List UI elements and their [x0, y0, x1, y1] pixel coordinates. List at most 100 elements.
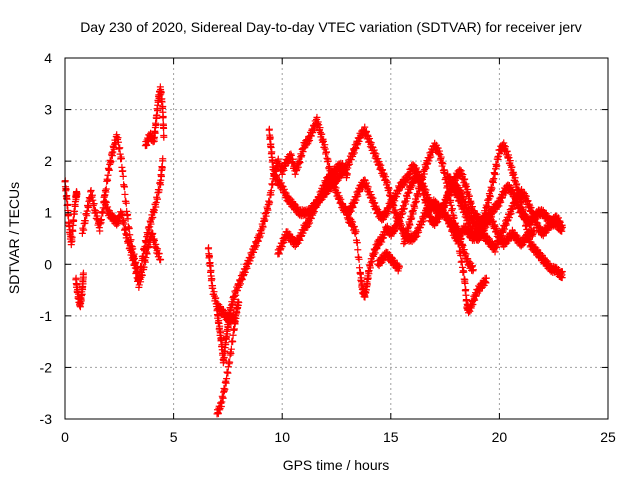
data-point	[157, 173, 165, 181]
data-point	[412, 197, 420, 205]
data-point	[219, 394, 227, 402]
y-tick-label: 4	[44, 50, 52, 66]
data-point	[160, 133, 168, 141]
y-tick-label: -1	[40, 308, 53, 324]
y-tick-label: -3	[40, 411, 53, 427]
data-point	[222, 340, 230, 348]
data-point	[96, 227, 104, 235]
axis-ticks: 0 5 10 15 20 25 -3 -2 -1 0 1 2 3 4	[40, 50, 616, 445]
data-point	[319, 137, 327, 145]
data-point	[354, 246, 362, 254]
series-s15	[443, 170, 564, 256]
data-point	[229, 331, 237, 339]
series-s12	[374, 248, 403, 275]
data-point	[150, 206, 158, 214]
data-point	[445, 192, 453, 200]
data-point	[149, 213, 157, 221]
data-point	[401, 238, 409, 246]
data-point	[97, 216, 105, 224]
data-point	[121, 183, 129, 191]
data-point	[510, 170, 518, 178]
data-point	[519, 206, 527, 214]
data-point	[79, 269, 87, 277]
data-point	[227, 345, 235, 353]
x-tick-label: 5	[170, 429, 178, 445]
data-point	[357, 270, 365, 278]
data-point	[223, 375, 231, 383]
data-point	[159, 113, 167, 121]
data-point	[150, 237, 158, 245]
data-point	[125, 239, 133, 247]
data-point	[128, 248, 136, 256]
data-point	[145, 242, 153, 250]
data-point	[69, 227, 77, 235]
data-point	[461, 279, 469, 287]
data-point	[390, 202, 398, 210]
data-point	[68, 233, 76, 241]
data-point	[524, 229, 532, 237]
data-point	[84, 203, 92, 211]
data-point	[157, 255, 165, 263]
data-point	[67, 232, 75, 240]
data-point	[70, 217, 78, 225]
data-point	[87, 186, 95, 194]
data-point	[521, 216, 529, 224]
data-point	[229, 338, 237, 346]
data-point	[102, 199, 110, 207]
data-point	[224, 369, 232, 377]
data-point	[439, 160, 447, 168]
data-point	[353, 239, 361, 247]
data-point	[105, 166, 113, 174]
y-tick-label: -2	[40, 359, 53, 375]
y-axis-label: SDTVAR / TECUs	[6, 182, 22, 294]
data-point	[450, 214, 458, 222]
data-point	[71, 207, 79, 215]
data-point	[155, 186, 163, 194]
series-s3	[78, 131, 167, 283]
data-point	[81, 217, 89, 225]
data-point	[364, 274, 372, 282]
data-point	[229, 300, 237, 308]
data-point	[62, 186, 70, 194]
data-point	[385, 185, 393, 193]
data-point	[460, 268, 468, 276]
data-point	[209, 284, 217, 292]
data-point	[73, 281, 81, 289]
plot-frame	[64, 57, 609, 420]
data-point	[123, 231, 131, 239]
data-point	[419, 173, 427, 181]
series-s8	[204, 244, 238, 327]
data-point	[298, 152, 306, 160]
data-point	[80, 226, 88, 234]
data-point	[114, 138, 122, 146]
data-point	[119, 172, 127, 180]
data-point	[230, 325, 238, 333]
data-point	[138, 271, 146, 279]
data-point	[121, 190, 129, 198]
data-point	[226, 358, 234, 366]
data-point	[122, 199, 130, 207]
data-point	[459, 242, 467, 250]
series-s4	[100, 192, 165, 291]
data-point	[422, 198, 430, 206]
data-point	[205, 253, 213, 261]
data-point	[408, 214, 416, 222]
data-point	[116, 144, 124, 152]
x-axis-label: GPS time / hours	[283, 457, 390, 473]
data-point	[265, 125, 273, 133]
series-s5	[141, 83, 168, 150]
series-s14	[443, 139, 566, 282]
data-point	[313, 113, 321, 121]
x-tick-label: 10	[274, 429, 290, 445]
data-point	[133, 268, 141, 276]
data-point	[490, 175, 498, 183]
data-points	[61, 83, 566, 418]
y-tick-label: 2	[44, 153, 52, 169]
data-point	[152, 120, 160, 128]
data-point	[261, 216, 269, 224]
data-point	[158, 164, 166, 172]
data-point	[159, 155, 167, 163]
data-point	[318, 130, 326, 138]
x-tick-label: 20	[492, 429, 508, 445]
